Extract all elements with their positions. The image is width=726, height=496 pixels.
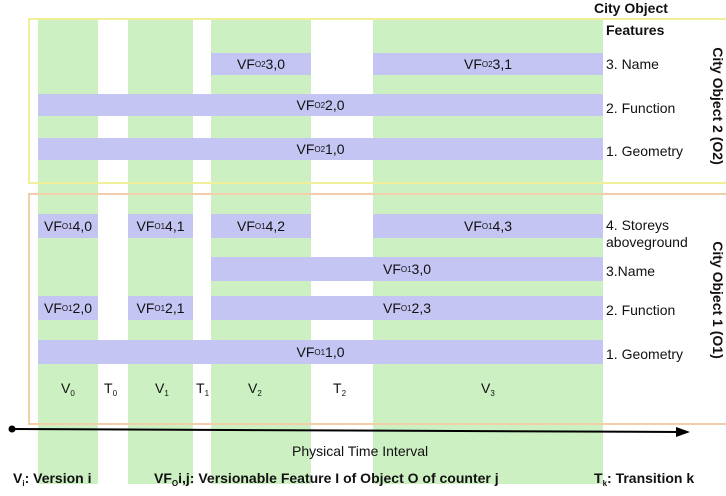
legend-version: Vi: Version i (13, 470, 92, 488)
bar-vf-o2-1-0: VF O2 1,0 (38, 138, 603, 160)
version-label-v1: V1 (155, 380, 169, 398)
city-object-1-frame (28, 193, 726, 425)
bar-vf-o1-4-1: VF O1 4,1 (128, 214, 193, 238)
feature-label-o1-geometry: 1. Geometry (606, 346, 684, 362)
bar-vf-o2-3-1: VF O2 3,1 (373, 53, 603, 75)
feature-label-o1-name: 3.Name (606, 263, 656, 279)
version-label-v2: V2 (248, 380, 262, 398)
time-axis-arrowhead (676, 427, 690, 437)
bar-vf-o1-4-3: VF O1 4,3 (373, 214, 603, 238)
axis-label: Physical Time Interval (292, 443, 429, 459)
version-label-v0: V0 (61, 380, 75, 398)
feature-label-o1-aboveground: aboveground (606, 234, 688, 250)
bar-vf-o1-2-0: VF O1 2,0 (38, 296, 98, 320)
transition-label-t1: T1 (196, 380, 210, 398)
header-title-line1: City Object (594, 0, 668, 16)
city-object-2-frame (28, 18, 726, 184)
version-label-v3: V3 (481, 380, 495, 398)
transition-label-t0: T0 (104, 380, 118, 398)
bar-vf-o1-4-0: VF O1 4,0 (38, 214, 98, 238)
time-axis-arrow (8, 425, 690, 437)
feature-label-o1-function: 2. Function (606, 302, 676, 318)
time-axis-line (11, 428, 681, 433)
feature-label-o2-function: 2. Function (606, 100, 676, 116)
feature-label-o1-storeys: 4. Storeys (606, 217, 670, 233)
bar-vf-o1-1-0: VF O1 1,0 (38, 340, 603, 364)
bar-vf-o1-2-3: VF O1 2,3 (211, 296, 603, 320)
bar-vf-o1-4-2: VF O1 4,2 (211, 214, 311, 238)
bar-vf-o2-3-0: VF O2 3,0 (211, 53, 311, 75)
feature-label-o2-geometry: 1. Geometry (606, 143, 684, 159)
legend-versionable-feature: VFOi,j: Versionable Feature I of Object … (154, 470, 499, 488)
header-title-line2: Features (606, 22, 665, 38)
bar-vf-o2-2-0: VF O2 2,0 (38, 94, 603, 116)
feature-label-o2-name: 3. Name (606, 56, 659, 72)
legend-transition: Tk: Transition k (594, 470, 695, 488)
bar-vf-o1-2-1: VF O1 2,1 (128, 296, 193, 320)
bar-vf-o1-3-0: VF O1 3,0 (211, 257, 603, 281)
group-label-o1: City Object 1 (O1) (710, 241, 726, 359)
group-label-o2: City Object 2 (O2) (710, 47, 726, 165)
transition-label-t2: T2 (333, 380, 347, 398)
